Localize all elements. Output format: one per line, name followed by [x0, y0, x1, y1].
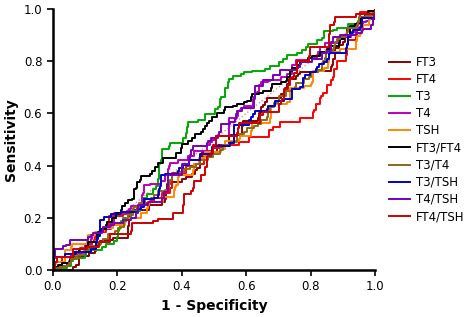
X-axis label: 1 - Specificity: 1 - Specificity — [161, 299, 267, 313]
Y-axis label: Sensitivity: Sensitivity — [4, 98, 18, 181]
Legend: FT3, FT4, T3, T4, TSH, FT3/FT4, T3/T4, T3/TSH, T4/TSH, FT4/TSH: FT3, FT4, T3, T4, TSH, FT3/FT4, T3/T4, T… — [384, 51, 469, 228]
